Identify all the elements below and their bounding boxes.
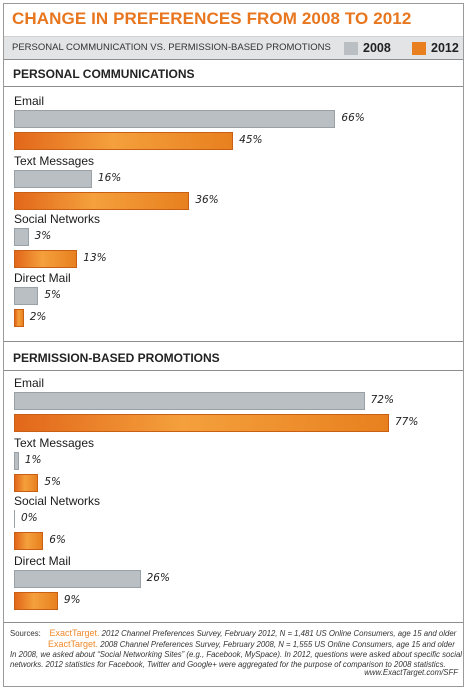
section-header: PERSONAL COMMUNICATIONS [4,60,463,87]
subtitle-bar: PERSONAL COMMUNICATION VS. PERMISSION-BA… [4,36,463,60]
data-label-2008: 3% [34,230,52,242]
bar-2008-text-messages [14,170,92,188]
data-label-2012: 6% [49,534,66,546]
section-header: PERMISSION-BASED PROMOTIONS [4,344,463,371]
data-label-2008: 0% [21,512,38,524]
data-label-2012: 13% [83,252,107,264]
bar-2008-social-networks [14,510,15,528]
section-separator [4,341,463,342]
chart-subtitle: PERSONAL COMMUNICATION VS. PERMISSION-BA… [12,42,331,53]
bar-2012-social-networks [14,250,78,268]
category-label: Email [14,94,45,108]
category-label: Text Messages [14,436,95,450]
footnote-line-1: In 2008, we asked about “Social Networki… [10,650,463,659]
section-title: PERMISSION-BASED PROMOTIONS [13,351,220,365]
data-label-2008: 5% [44,289,62,301]
data-label-2008: 1% [24,454,42,466]
footer-sources: Sources: ExactTarget. 2012 Channel Prefe… [10,628,463,677]
legend-item-2012: 2012 [412,40,459,56]
data-label-2008: 66% [341,112,365,124]
bar-2012-direct-mail [14,592,58,610]
data-label-2012: 45% [239,134,263,146]
bar-2012-text-messages [14,474,39,492]
bar-2012-social-networks [14,532,44,550]
exacttarget-logo: ExactTarget. [49,628,100,638]
source-2008: 2008 Channel Preferences Survey, Februar… [100,640,455,649]
legend-item-2008: 2008 [344,40,391,56]
source-2012: 2012 Channel Preferences Survey, Februar… [101,629,457,638]
data-label-2008: 16% [97,172,122,184]
data-label-2012: 5% [44,476,62,488]
legend-swatch-2012 [412,41,426,55]
category-label: Social Networks [14,212,101,226]
data-label-2008: 72% [370,394,394,406]
data-label-2012: 2% [29,311,47,323]
legend-label-2008: 2008 [363,41,391,55]
legend-label-2012: 2012 [431,41,459,55]
data-label-2012: 9% [63,594,81,606]
exacttarget-logo-2: ExactTarget. [48,639,99,649]
category-label: Social Networks [14,494,101,508]
bar-2008-email [14,110,336,128]
category-label: Text Messages [14,154,95,168]
bar-2012-email [14,132,234,150]
bar-2012-text-messages [14,192,190,210]
legend-swatch-2008 [344,41,358,55]
category-label: Direct Mail [14,554,71,568]
website-url: www.ExactTarget.com/SFF [364,668,458,677]
bar-2012-email [14,414,389,432]
data-label-2012: 36% [195,194,219,206]
bar-2008-direct-mail [14,287,39,305]
bar-2008-text-messages [14,452,19,470]
bar-2008-direct-mail [14,570,141,588]
bar-2008-social-networks [14,228,29,246]
data-label-2008: 26% [146,572,170,584]
footer-divider [4,622,463,623]
sources-label: Sources: [10,629,41,638]
section-title: PERSONAL COMMUNICATIONS [13,67,195,81]
category-label: Email [14,376,45,390]
data-label-2012: 77% [394,416,419,428]
bar-2008-email [14,392,365,410]
category-label: Direct Mail [14,271,71,285]
chart-title: CHANGE IN PREFERENCES FROM 2008 TO 2012 [12,9,412,28]
bar-2012-direct-mail [14,309,24,327]
footnote-line-2: networks. 2012 statistics for Facebook, … [10,660,446,669]
